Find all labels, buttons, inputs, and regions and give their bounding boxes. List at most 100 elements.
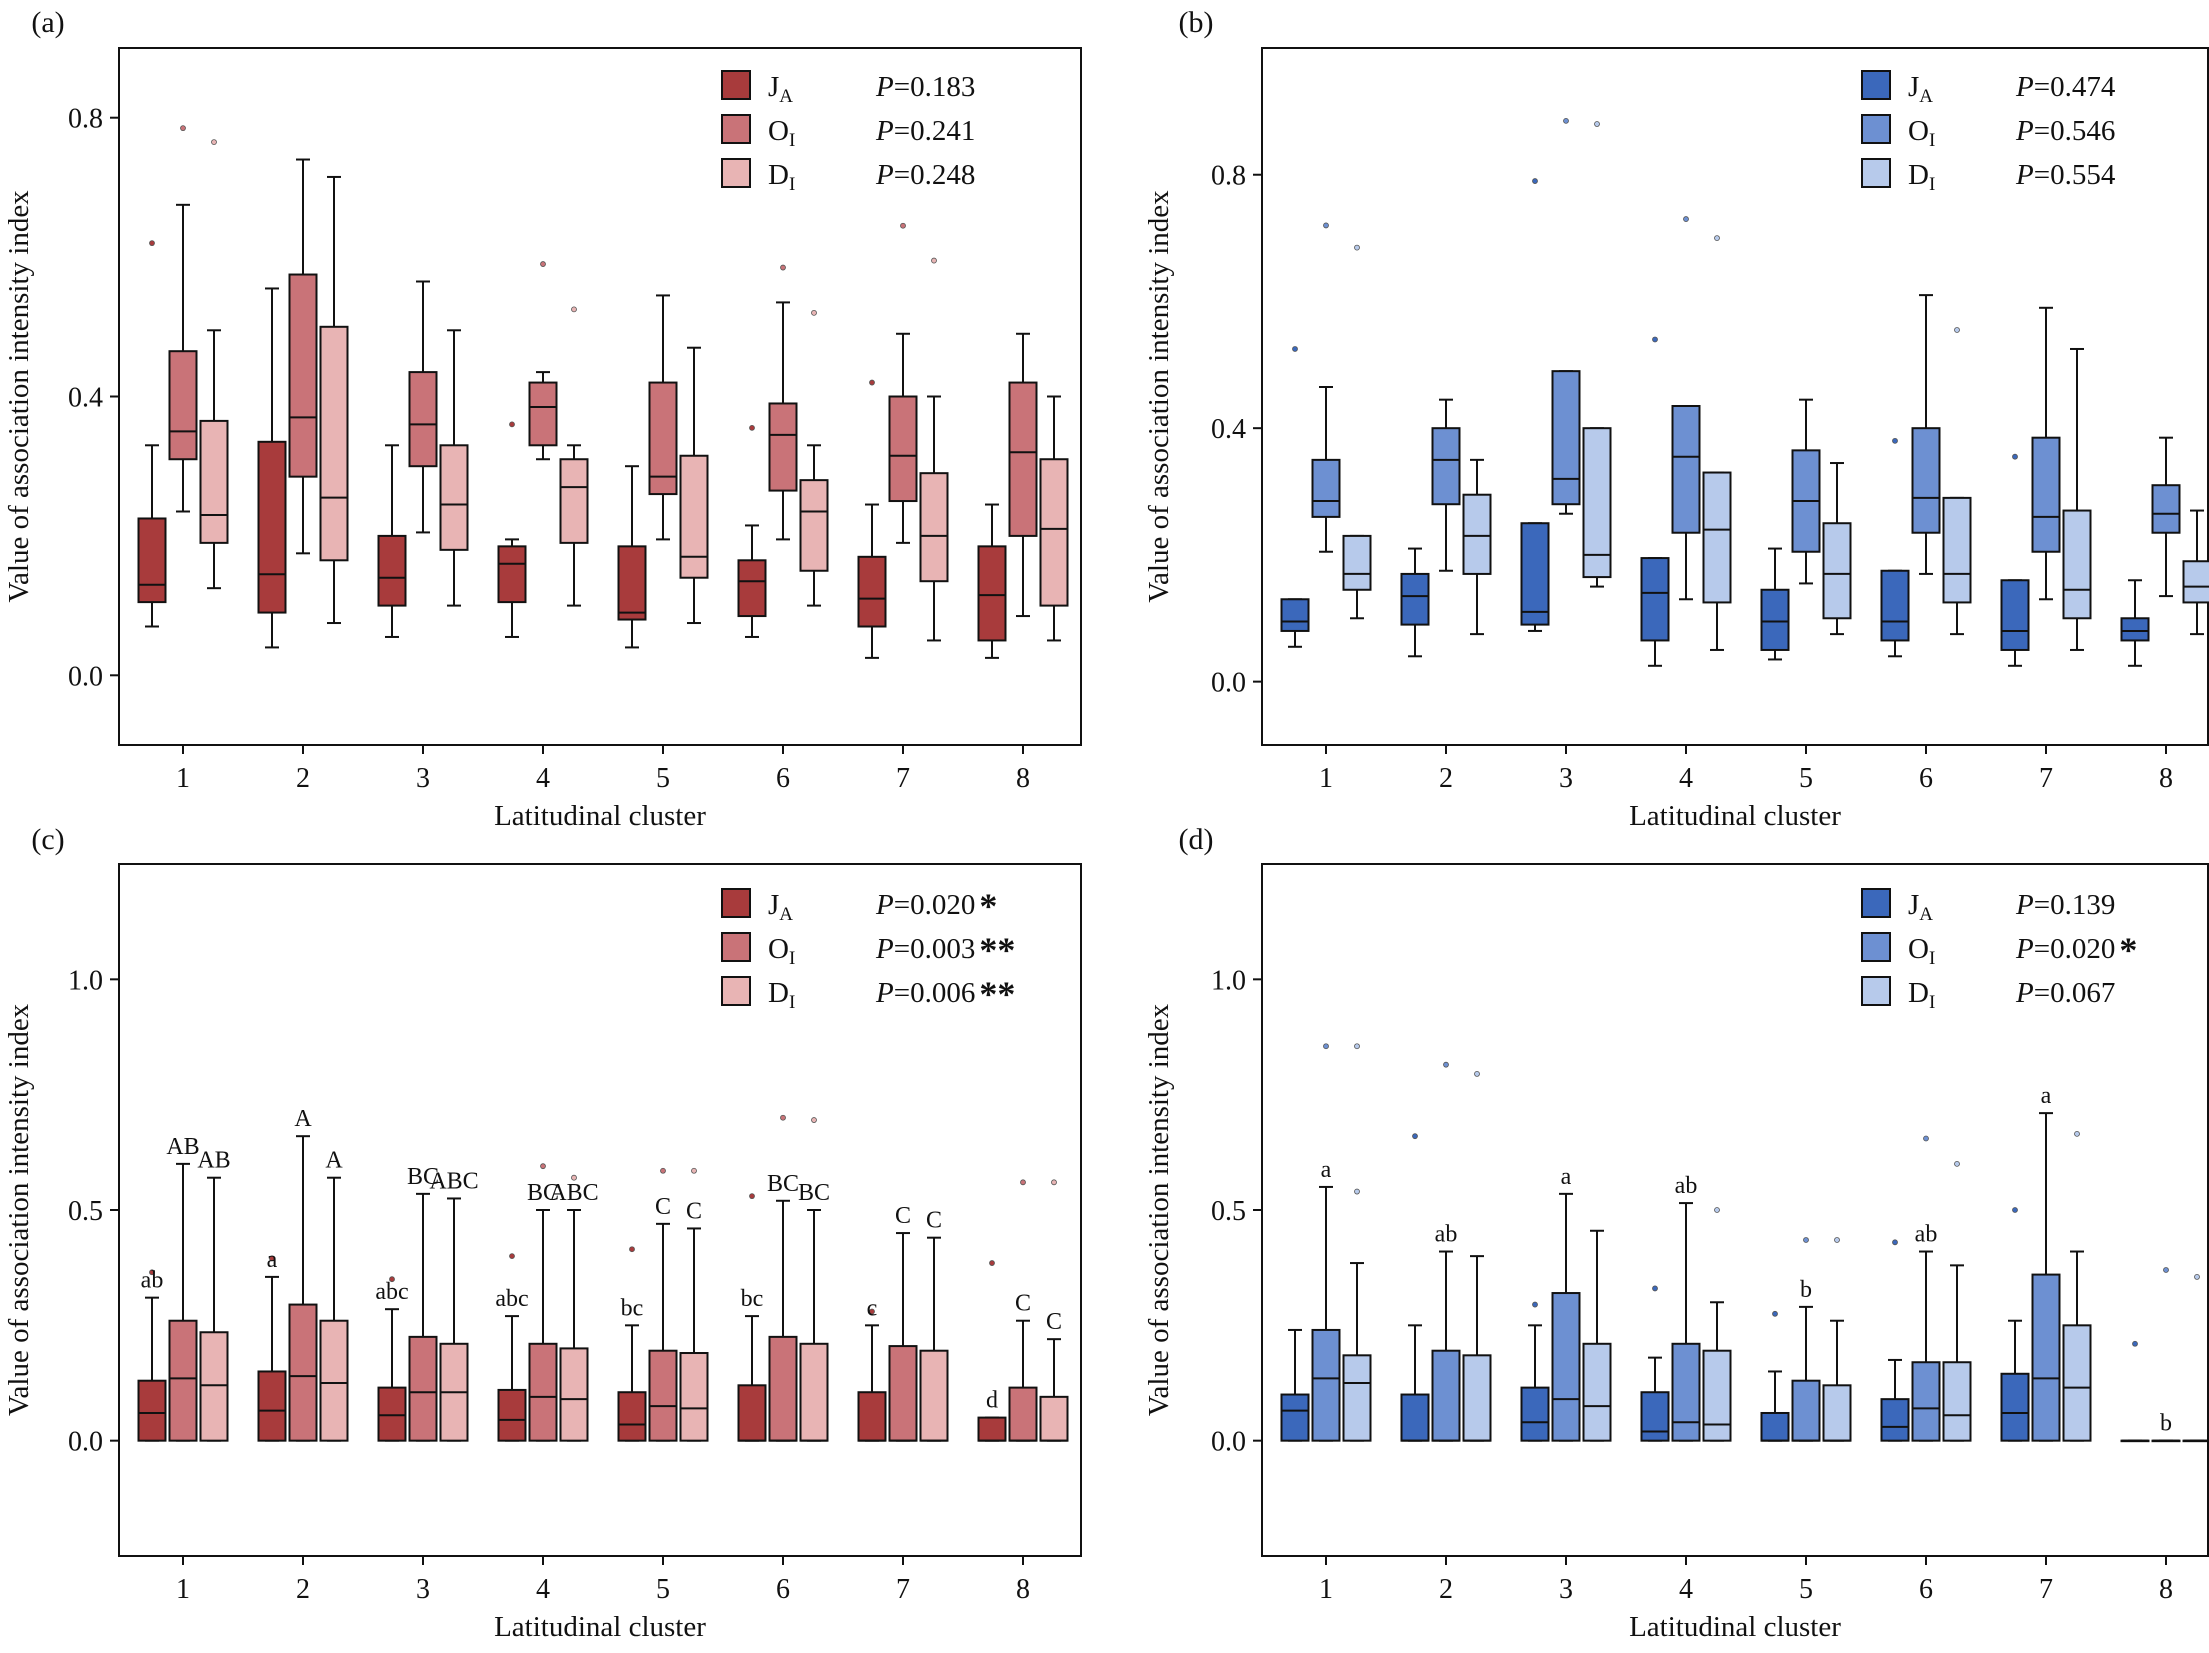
x-tick-label: 6	[1919, 763, 1933, 794]
legend: JA P=0.020 *OI P=0.003 **DI P=0.006 **	[721, 886, 1015, 1014]
x-tick-label: 6	[1919, 1574, 1933, 1605]
box	[919, 472, 949, 583]
box	[857, 1391, 887, 1442]
p-symbol: P	[875, 933, 894, 965]
outlier-point	[2012, 1207, 2018, 1213]
outlier-point	[1714, 235, 1720, 241]
outlier-point	[1772, 1310, 1778, 1317]
box	[799, 1342, 829, 1442]
outlier-point	[1354, 1043, 1360, 1050]
outlier-point	[571, 1174, 577, 1181]
outlier-point	[1474, 1071, 1480, 1077]
panel-b: (b) 0.0 0.4 0.8 1 2 3 4 5 6 7 8 Latitudinal cluster V…	[1143, 6, 2209, 832]
y-tick-label: 0.0	[68, 1427, 103, 1458]
box	[2182, 560, 2209, 604]
box	[1911, 427, 1941, 534]
x-axis-title: Latitudinal cluster	[1629, 1611, 1841, 1643]
legend-label: JA	[1908, 889, 1933, 925]
outlier-point	[269, 1255, 275, 1262]
y-tick-label: 0.0	[68, 661, 103, 692]
box	[1880, 569, 1910, 642]
outlier-point	[749, 424, 755, 431]
outlier-point	[1892, 437, 1898, 444]
p-symbol: P	[2015, 889, 2034, 921]
outlier-point	[811, 309, 817, 316]
box	[2062, 509, 2092, 620]
outlier-point	[1683, 216, 1689, 222]
outlier-point	[1714, 1207, 1720, 1213]
box	[799, 479, 829, 572]
box	[1462, 493, 1492, 575]
series-JA	[1280, 1133, 2150, 1443]
outlier-point	[1354, 1188, 1360, 1195]
legend-subscript: I	[789, 992, 795, 1013]
outlier-point	[2074, 1130, 2080, 1137]
legend-label: OI	[1908, 115, 1935, 151]
legend-subscript: A	[1919, 904, 1933, 925]
x-tick-label: 8	[2159, 1574, 2173, 1605]
box	[168, 1319, 198, 1442]
legend-p-value: P=0.546	[2015, 115, 2115, 147]
p-number: =0.139	[2034, 889, 2116, 921]
p-number: =0.020	[894, 889, 976, 921]
x-tick-label: 3	[416, 1574, 430, 1605]
significance-letter: d	[986, 1388, 998, 1414]
panel-label: (b)	[1179, 6, 1214, 39]
y-axis-title: Value of association intensity index	[1143, 190, 1175, 603]
box	[617, 1391, 647, 1442]
legend-subscript: I	[1929, 174, 1935, 195]
legend-label: DI	[768, 159, 795, 195]
box	[1008, 381, 1038, 537]
legend-swatch	[721, 114, 751, 144]
plot-frame	[1261, 863, 2209, 1557]
x-tick-label: 4	[1679, 1574, 1693, 1605]
outlier-point	[1354, 244, 1360, 251]
outlier-point	[1892, 1239, 1898, 1246]
y-tick-label: 1.0	[68, 965, 103, 996]
box	[648, 1349, 678, 1442]
box	[1520, 522, 1550, 626]
box	[137, 1379, 167, 1442]
box	[1942, 496, 1972, 604]
x-tick-label: 5	[656, 1574, 670, 1605]
outlier-point	[1323, 222, 1329, 229]
box	[1822, 522, 1852, 620]
legend-swatch	[1861, 70, 1891, 100]
outlier-point	[691, 1167, 697, 1174]
box	[2120, 617, 2150, 642]
x-tick-label: 8	[2159, 763, 2173, 794]
p-number: =0.067	[2034, 977, 2116, 1009]
x-tick-label: 7	[896, 1574, 910, 1605]
box	[377, 534, 407, 607]
box	[737, 1384, 767, 1442]
box	[1400, 572, 1430, 626]
outlier-point	[660, 1167, 666, 1174]
box	[257, 1370, 287, 1442]
legend-p-value: P=0.006 **	[875, 974, 1015, 1014]
box	[1702, 471, 1732, 604]
legend-swatch	[1861, 114, 1891, 144]
significance-stars: **	[979, 974, 1015, 1014]
box	[1551, 370, 1581, 506]
outlier-point	[989, 1260, 995, 1266]
box	[648, 381, 678, 496]
y-tick-label: 1.0	[1211, 965, 1246, 996]
box	[1640, 557, 1670, 642]
y-axis-title: Value of association intensity index	[3, 190, 35, 603]
box	[1039, 1395, 1069, 1442]
box	[1640, 1391, 1670, 1442]
box	[1551, 1292, 1581, 1442]
outlier-point	[629, 1246, 635, 1253]
box	[888, 395, 918, 503]
box	[168, 350, 198, 461]
y-tick-label: 0.8	[68, 104, 103, 135]
outlier-point	[509, 1253, 515, 1260]
box	[1400, 1393, 1430, 1442]
legend-swatch	[1861, 158, 1891, 188]
outlier-point	[1323, 1043, 1329, 1050]
box	[1582, 1342, 1612, 1442]
significance-letter: C	[655, 1194, 671, 1220]
series-DI	[1342, 1043, 2209, 1443]
